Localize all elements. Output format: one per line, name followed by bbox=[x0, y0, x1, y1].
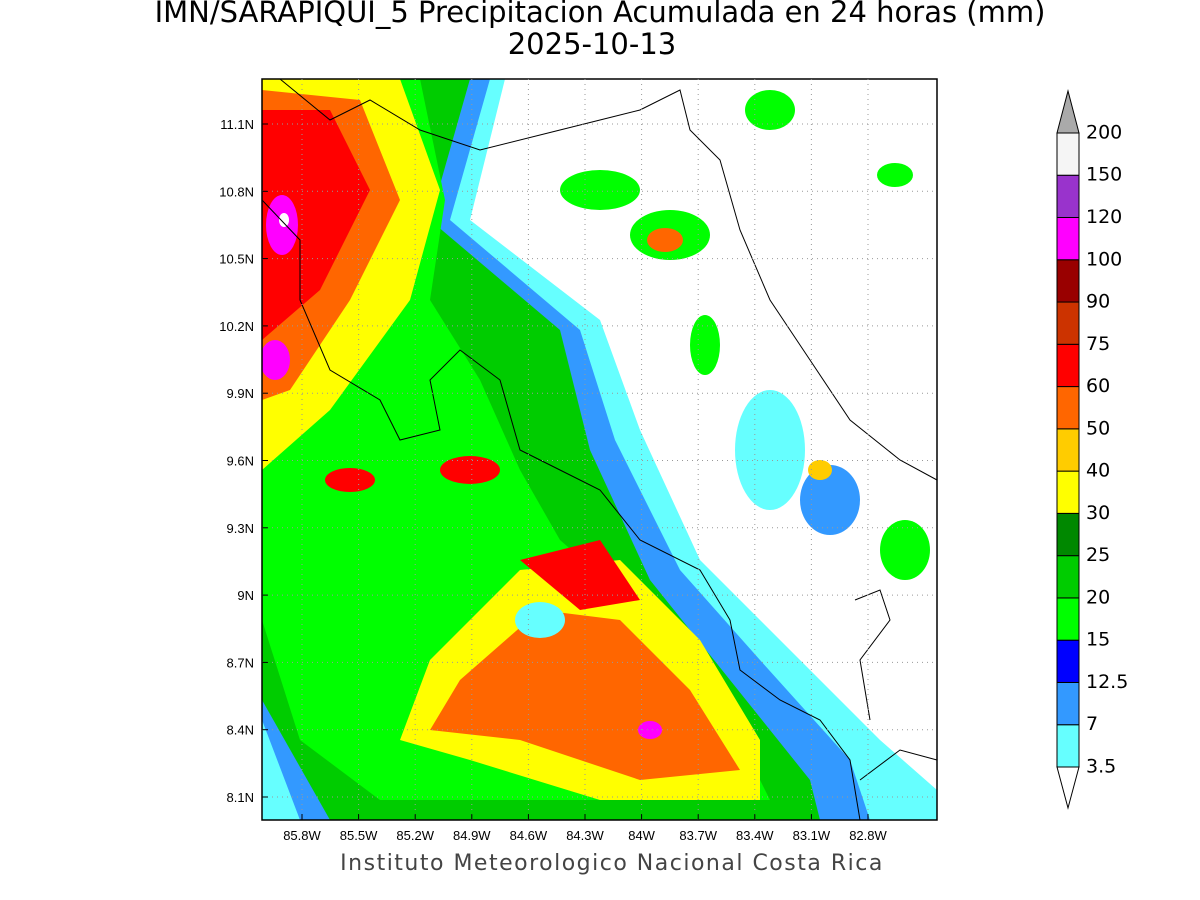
x-tick-label: 84W bbox=[628, 828, 655, 843]
colorbar-segment bbox=[1056, 639, 1080, 683]
y-tick-label: 9N bbox=[237, 588, 254, 603]
y-tick-label: 8.7N bbox=[227, 655, 254, 670]
subtitle: 2025-10-13 bbox=[508, 27, 677, 61]
x-tick-label: 83.7W bbox=[679, 828, 717, 843]
y-tick-label: 11.1N bbox=[220, 117, 254, 132]
colorbar-label: 12.5 bbox=[1086, 671, 1128, 693]
colorbar-segment bbox=[1056, 301, 1080, 345]
colorbar-segment bbox=[1056, 512, 1080, 557]
x-tick-label: 83.4W bbox=[736, 828, 774, 843]
y-tick-label: 10.8N bbox=[219, 184, 254, 199]
y-tick-label: 8.1N bbox=[227, 790, 254, 805]
colorbar-label: 3.5 bbox=[1086, 756, 1116, 778]
colorbar-label: 50 bbox=[1086, 417, 1110, 439]
colorbar-label: 60 bbox=[1086, 375, 1110, 397]
x-tick-label: 82.8W bbox=[849, 828, 887, 843]
x-tick-label: 84.3W bbox=[566, 828, 604, 843]
precipitation-field bbox=[262, 79, 937, 820]
colorbar-label: 90 bbox=[1086, 291, 1110, 313]
footer: Instituto Meteorologico Nacional Costa R… bbox=[340, 851, 884, 876]
y-tick-label: 9.3N bbox=[227, 521, 254, 536]
colorbar-segment bbox=[1056, 259, 1080, 303]
colorbar-segment bbox=[1056, 216, 1080, 261]
colorbar-segment bbox=[1056, 681, 1080, 726]
x-tick-label: 85.5W bbox=[340, 828, 378, 843]
colorbar-label: 40 bbox=[1086, 460, 1110, 482]
coastline bbox=[261, 78, 938, 821]
colorbar-segment bbox=[1056, 470, 1080, 514]
colorbar-segment bbox=[1056, 597, 1080, 641]
x-tick-label: 84.6W bbox=[510, 828, 548, 843]
colorbar-segment bbox=[1056, 724, 1080, 768]
colorbar-segment bbox=[1056, 386, 1080, 430]
map-frame bbox=[261, 78, 938, 821]
colorbar-label: 100 bbox=[1086, 248, 1122, 270]
y-tick-label: 10.5N bbox=[219, 252, 254, 267]
x-tick-label: 83.1W bbox=[793, 828, 831, 843]
colorbar-label: 200 bbox=[1086, 121, 1122, 143]
x-tick-label: 85.2W bbox=[396, 828, 434, 843]
y-tick-label: 10.2N bbox=[219, 319, 254, 334]
colorbar-over bbox=[1056, 88, 1080, 134]
colorbar-label: 75 bbox=[1086, 333, 1110, 355]
colorbar-segment bbox=[1056, 174, 1080, 218]
colorbar-segment bbox=[1056, 555, 1080, 599]
colorbar-segment bbox=[1056, 343, 1080, 388]
colorbar-under bbox=[1056, 766, 1080, 810]
x-tick-label: 84.9W bbox=[453, 828, 491, 843]
colorbar-label: 15 bbox=[1086, 629, 1110, 651]
colorbar-segment bbox=[1056, 428, 1080, 472]
colorbar-label: 150 bbox=[1086, 164, 1122, 186]
y-tick-label: 8.4N bbox=[227, 723, 254, 738]
colorbar-segment bbox=[1056, 132, 1080, 176]
x-tick-label: 85.8W bbox=[283, 828, 321, 843]
title: IMN/SARAPIQUI_5 Precipitacion Acumulada … bbox=[155, 0, 1046, 29]
y-tick-label: 9.6N bbox=[227, 454, 254, 469]
colorbar-label: 30 bbox=[1086, 502, 1110, 524]
colorbar-label: 120 bbox=[1086, 206, 1122, 228]
colorbar-label: 7 bbox=[1086, 713, 1098, 735]
colorbar-label: 25 bbox=[1086, 544, 1110, 566]
colorbar-label: 20 bbox=[1086, 586, 1110, 608]
y-tick-label: 9.9N bbox=[227, 386, 254, 401]
